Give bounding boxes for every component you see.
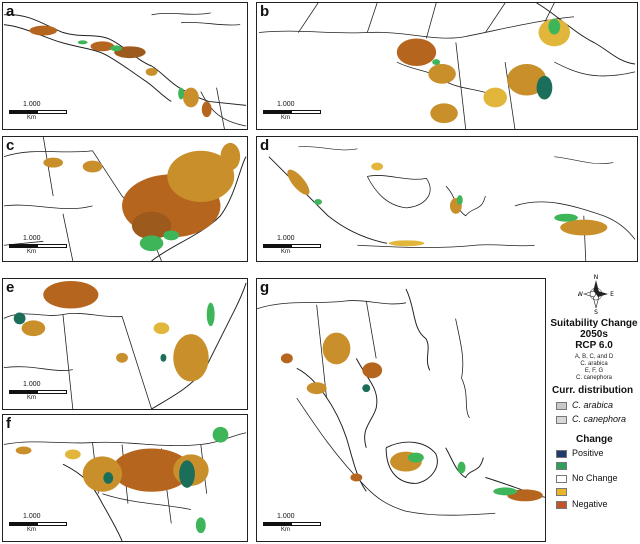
- legend-label-canephora: C. canephora: [572, 414, 627, 424]
- panel-label: f: [6, 415, 11, 432]
- scale-unit: Km: [281, 115, 290, 121]
- scale-unit: Km: [281, 249, 290, 255]
- scale-graphic: [9, 522, 67, 526]
- suitability-positive-area: [314, 195, 578, 222]
- legend-swatch-negative: [556, 501, 567, 509]
- map-southeast-asia-canephora: [257, 288, 545, 516]
- legend-title-1: Suitability Change: [550, 318, 638, 329]
- map-brazil-southeast: [3, 137, 247, 261]
- suitability-negative-area: [43, 142, 241, 240]
- map-panel-b: b 1.000 Km: [256, 2, 638, 130]
- panel-label: c: [6, 137, 15, 154]
- map-panel-d: d 1.000 Km: [256, 136, 638, 262]
- scale-value: 1.000: [23, 235, 41, 242]
- panel-label: e: [6, 279, 15, 296]
- map-panel-e: e 1.000 Km: [2, 278, 248, 410]
- legend-note-3: E, F, G: [584, 368, 604, 374]
- scale-graphic: [263, 110, 321, 114]
- compass-s: S: [594, 309, 598, 314]
- map-africa-canephora: [3, 426, 247, 541]
- map-panel-f: f 1.000 Km: [2, 414, 248, 542]
- scale-graphic: [9, 110, 67, 114]
- scale-value: 1.000: [23, 381, 41, 388]
- scale-unit: Km: [27, 249, 36, 255]
- scale-value: 1.000: [277, 513, 295, 520]
- scale-graphic: [9, 244, 67, 248]
- panel-label: d: [260, 137, 270, 154]
- legend-note-2: C. arabica: [580, 361, 608, 367]
- legend-swatch-negative-light: [556, 488, 567, 496]
- legend-swatch-canephora: [556, 416, 567, 424]
- suitability-negative-area: [287, 162, 608, 247]
- map-panel-a: a 1.000 Km: [2, 2, 248, 130]
- map-africa-east: [258, 3, 636, 129]
- legend-label-no-change: No Change: [572, 473, 618, 483]
- suitability-positive-area: [432, 18, 561, 100]
- map-southeast-asia-islands: [268, 146, 636, 261]
- suitability-positive-area: [103, 426, 229, 534]
- panel-label: b: [260, 3, 270, 20]
- suitability-negative-area: [396, 18, 571, 124]
- panel-label: g: [260, 279, 270, 296]
- scale-unit: Km: [27, 395, 36, 401]
- legend-label-positive: Positive: [572, 448, 604, 458]
- suitability-negative-area: [29, 25, 212, 118]
- map-panel-g: g 1.000 Km: [256, 278, 546, 542]
- scale-value: 1.000: [277, 101, 295, 108]
- legend-swatch-no-change: [556, 475, 567, 483]
- scale-graphic: [263, 522, 321, 526]
- scale-value: 1.000: [277, 235, 295, 242]
- map-panel-c: c 1.000 Km: [2, 136, 248, 262]
- legend-swatch-arabica: [556, 402, 567, 410]
- suitability-negative-area: [21, 280, 209, 382]
- suitability-positive-area: [13, 302, 215, 362]
- change-heading: Change: [576, 434, 613, 445]
- legend-note-4: C. canephora: [575, 375, 613, 381]
- scale-unit: Km: [27, 527, 36, 533]
- legend-swatch-positive-dark: [556, 450, 567, 458]
- legend-note-1: A, B, C, and D: [574, 354, 614, 360]
- scale-unit: Km: [281, 527, 290, 533]
- suitability-positive-area: [77, 40, 185, 100]
- panel-label: a: [6, 3, 15, 20]
- map-legend: N S W E Suitability Change 2050s RCP 6.0…: [548, 274, 640, 542]
- compass-rose-icon: N S W E: [577, 274, 614, 316]
- scale-graphic: [9, 390, 67, 394]
- curr-distribution-heading: Curr. distribution: [552, 385, 634, 396]
- compass-n: N: [594, 274, 599, 281]
- scale-unit: Km: [27, 115, 36, 121]
- scale-value: 1.000: [23, 513, 41, 520]
- suitability-negative-area: [15, 446, 209, 492]
- legend-label-arabica: C. arabica: [572, 400, 614, 410]
- legend-title-2: 2050s: [580, 329, 608, 340]
- compass-w: W: [578, 291, 583, 298]
- map-central-america: [3, 12, 247, 129]
- scale-value: 1.000: [23, 101, 41, 108]
- suitability-negative-area: [280, 332, 543, 502]
- map-brazil-canephora: [3, 280, 247, 409]
- legend-swatch-positive: [556, 462, 567, 470]
- scale-graphic: [263, 244, 321, 248]
- suitability-positive-area: [362, 384, 518, 496]
- suitability-positive-area: [139, 230, 180, 252]
- legend-title-3: RCP 6.0: [575, 340, 613, 351]
- legend-label-negative: Negative: [572, 499, 608, 509]
- compass-e: E: [610, 291, 614, 298]
